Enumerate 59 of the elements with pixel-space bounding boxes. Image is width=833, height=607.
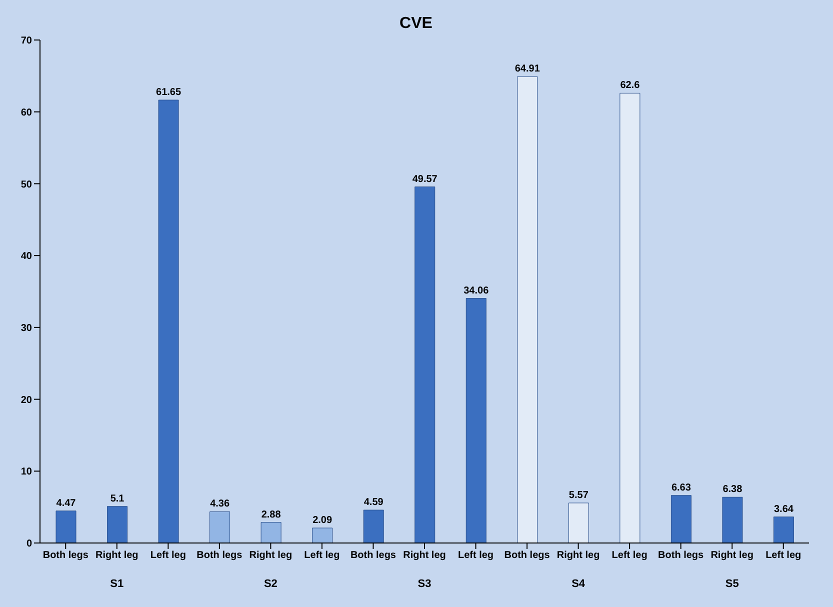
- data-label: 64.91: [514, 64, 540, 75]
- y-tick-label: 50: [20, 179, 32, 190]
- x-tick-label: Left leg: [766, 550, 802, 562]
- x-tick-label: Left leg: [304, 550, 340, 562]
- bar: [210, 511, 230, 543]
- x-tick-label: Both legs: [658, 550, 704, 562]
- x-tick-label: Right leg: [710, 550, 754, 562]
- data-label: 4.36: [210, 498, 230, 510]
- data-label: 5.1: [110, 493, 125, 504]
- x-tick-label: Right leg: [403, 550, 446, 562]
- y-tick-label: 70: [20, 36, 32, 47]
- x-tick-label: Right leg: [556, 550, 600, 562]
- y-tick-label: 30: [20, 322, 32, 334]
- bar: [670, 495, 692, 543]
- bar: [414, 186, 436, 543]
- bar: [466, 298, 486, 543]
- bar: [568, 502, 589, 543]
- x-tick-label: Left leg: [458, 550, 494, 562]
- y-tick-label: 0: [26, 538, 32, 550]
- data-label: 6.63: [671, 482, 692, 494]
- x-tick-label: Both legs: [350, 550, 396, 562]
- bar: [620, 92, 640, 543]
- y-tick-label: 20: [20, 394, 32, 406]
- bar: [517, 76, 538, 543]
- data-label: 2.88: [261, 509, 282, 520]
- chart-title: CVE: [400, 15, 433, 32]
- bar: [260, 522, 282, 543]
- bar: [56, 510, 76, 543]
- y-tick-label: 40: [20, 251, 32, 262]
- text: S1: [110, 578, 124, 590]
- bar: [107, 506, 128, 543]
- x-tick-label: Both legs: [42, 550, 89, 562]
- bar: [773, 516, 794, 543]
- data-label: 34.06: [464, 285, 490, 296]
- data-label: 6.38: [722, 484, 743, 496]
- bar: [312, 528, 333, 543]
- x-tick-label: Right leg: [96, 550, 138, 562]
- data-label: 4.47: [56, 498, 76, 509]
- x-tick-label: Right leg: [249, 550, 292, 562]
- data-label: 2.09: [312, 514, 332, 526]
- data-label: 4.59: [364, 497, 384, 508]
- text: S2: [264, 578, 278, 590]
- data-label: 3.64: [774, 504, 794, 515]
- data-label: 61.65: [156, 87, 182, 98]
- data-label: 49.57: [412, 174, 438, 185]
- text: S4: [572, 578, 586, 590]
- data-label: 5.57: [568, 490, 589, 501]
- bar: [363, 510, 384, 543]
- text: S3: [418, 578, 432, 590]
- x-tick-label: Both legs: [504, 550, 550, 562]
- y-tick-label: 10: [20, 466, 32, 478]
- x-tick-label: Left leg: [612, 550, 648, 562]
- x-tick-label: Left leg: [150, 550, 186, 562]
- text: S5: [725, 578, 739, 590]
- x-tick-label: Both legs: [196, 550, 243, 562]
- data-label: 62.6: [620, 80, 640, 92]
- bar: [722, 496, 743, 543]
- bar: [158, 100, 179, 543]
- y-tick-label: 60: [20, 107, 32, 118]
